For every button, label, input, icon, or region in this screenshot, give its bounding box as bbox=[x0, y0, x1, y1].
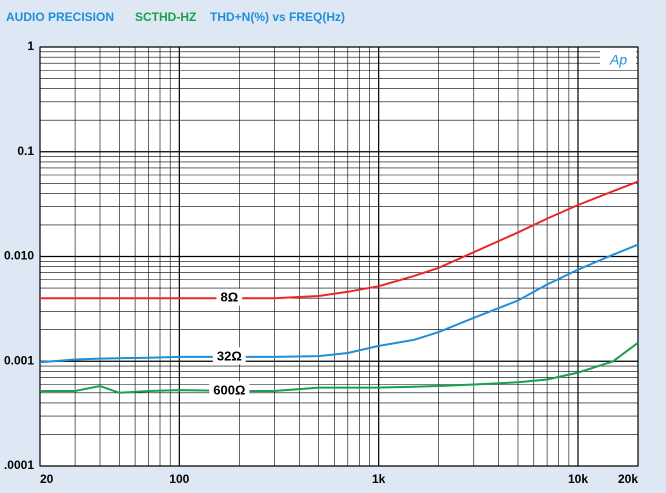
chart-subtitle: SCTHD-HZ bbox=[135, 10, 196, 24]
x-tick-label: 20k bbox=[618, 472, 638, 486]
legend-label: 8Ω bbox=[221, 290, 239, 305]
legend-label-bg bbox=[212, 347, 246, 365]
y-tick-label: 0.1 bbox=[17, 144, 34, 158]
axis-title: THD+N(%) vs FREQ(Hz) bbox=[210, 10, 345, 24]
series-line bbox=[39, 243, 639, 364]
x-tick-label: 10k bbox=[568, 472, 588, 486]
x-tick-label: 100 bbox=[169, 472, 189, 486]
chart-title: AUDIO PRECISION bbox=[6, 10, 114, 24]
logo: Ap bbox=[609, 52, 627, 68]
y-tick-label: .0001 bbox=[4, 458, 34, 472]
series-line bbox=[40, 180, 639, 300]
logo-box bbox=[600, 50, 636, 70]
x-tick-label: 1k bbox=[372, 472, 386, 486]
legend-label-bg bbox=[216, 288, 243, 306]
legend-label: 32Ω bbox=[217, 348, 242, 363]
y-tick-label: 0.001 bbox=[4, 353, 34, 367]
legend-label: 600Ω bbox=[213, 382, 245, 397]
legend-label-bg bbox=[209, 381, 250, 399]
x-tick-label: 20 bbox=[40, 472, 54, 486]
series-line bbox=[40, 341, 639, 394]
y-tick-label: 1 bbox=[27, 39, 34, 53]
y-tick-label: 0.010 bbox=[4, 249, 34, 263]
